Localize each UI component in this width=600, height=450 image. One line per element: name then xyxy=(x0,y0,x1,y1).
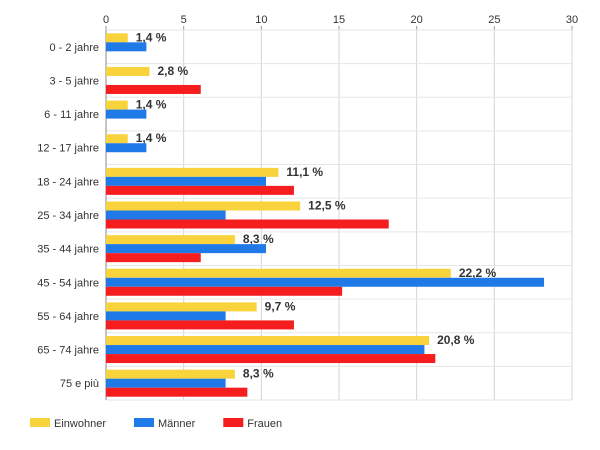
bar-einwohner xyxy=(106,167,279,177)
category-label: 65 - 74 jahre xyxy=(37,345,99,357)
category-label: 45 - 54 jahre xyxy=(37,277,99,289)
bar-frauen xyxy=(106,286,343,296)
data-label: 12,5 % xyxy=(308,199,346,213)
bar-einwohner xyxy=(106,100,128,110)
bar-einwohner xyxy=(106,235,235,245)
data-label: 20,8 % xyxy=(437,333,475,347)
x-tick-label: 5 xyxy=(181,14,187,26)
data-label: 1,4 % xyxy=(136,131,167,145)
bar-mnner xyxy=(106,378,226,388)
bar-mnner xyxy=(106,244,266,254)
bar-einwohner xyxy=(106,33,128,43)
category-label: 75 e più xyxy=(60,378,99,390)
bar-mnner xyxy=(106,311,226,321)
data-label: 2,8 % xyxy=(157,64,188,78)
category-label: 25 - 34 jahre xyxy=(37,210,99,222)
bar-frauen xyxy=(106,253,201,263)
category-label: 55 - 64 jahre xyxy=(37,311,99,323)
bar-einwohner xyxy=(106,302,257,312)
data-label: 22,2 % xyxy=(459,266,497,280)
legend-label: Frauen xyxy=(247,418,282,430)
category-label: 6 - 11 jahre xyxy=(44,109,99,121)
data-label: 11,1 % xyxy=(286,165,323,179)
bar-mnner xyxy=(106,143,147,153)
category-label: 18 - 24 jahre xyxy=(37,176,99,188)
category-label: 12 - 17 jahre xyxy=(37,143,99,155)
category-label: 3 - 5 jahre xyxy=(49,75,99,87)
bar-mnner xyxy=(106,345,425,355)
x-tick-label: 10 xyxy=(255,14,267,26)
legend-swatch xyxy=(133,418,154,427)
bar-einwohner xyxy=(106,201,301,211)
bar-mnner xyxy=(106,42,147,52)
legend-label: Männer xyxy=(158,418,196,430)
x-tick-label: 15 xyxy=(333,14,345,26)
bar-frauen xyxy=(106,320,294,330)
data-label: 1,4 % xyxy=(136,98,167,112)
category-label: 0 - 2 jahre xyxy=(49,42,99,54)
data-label: 8,3 % xyxy=(243,232,274,246)
data-label: 8,3 % xyxy=(243,367,274,381)
bar-mnner xyxy=(106,277,545,287)
legend-swatch xyxy=(223,418,244,427)
legend-label: Einwohner xyxy=(54,418,106,430)
category-label: 35 - 44 jahre xyxy=(37,244,99,256)
bar-frauen xyxy=(106,185,294,195)
bar-frauen xyxy=(106,219,389,229)
bar-frauen xyxy=(106,84,201,94)
x-tick-label: 20 xyxy=(411,14,423,26)
bar-mnner xyxy=(106,176,266,186)
bar-einwohner xyxy=(106,268,451,278)
x-tick-label: 25 xyxy=(488,14,500,26)
x-tick-label: 30 xyxy=(566,14,578,26)
bar-einwohner xyxy=(106,66,150,76)
bar-mnner xyxy=(106,210,226,220)
bar-frauen xyxy=(106,354,436,364)
bar-einwohner xyxy=(106,336,430,346)
legend-swatch xyxy=(30,418,50,427)
bar-einwohner xyxy=(106,369,235,379)
bar-frauen xyxy=(106,387,248,397)
bar-mnner xyxy=(106,109,147,119)
data-label: 1,4 % xyxy=(136,30,167,44)
data-label: 9,7 % xyxy=(265,299,296,313)
bar-einwohner xyxy=(106,134,128,144)
x-tick-label: 0 xyxy=(103,14,109,26)
